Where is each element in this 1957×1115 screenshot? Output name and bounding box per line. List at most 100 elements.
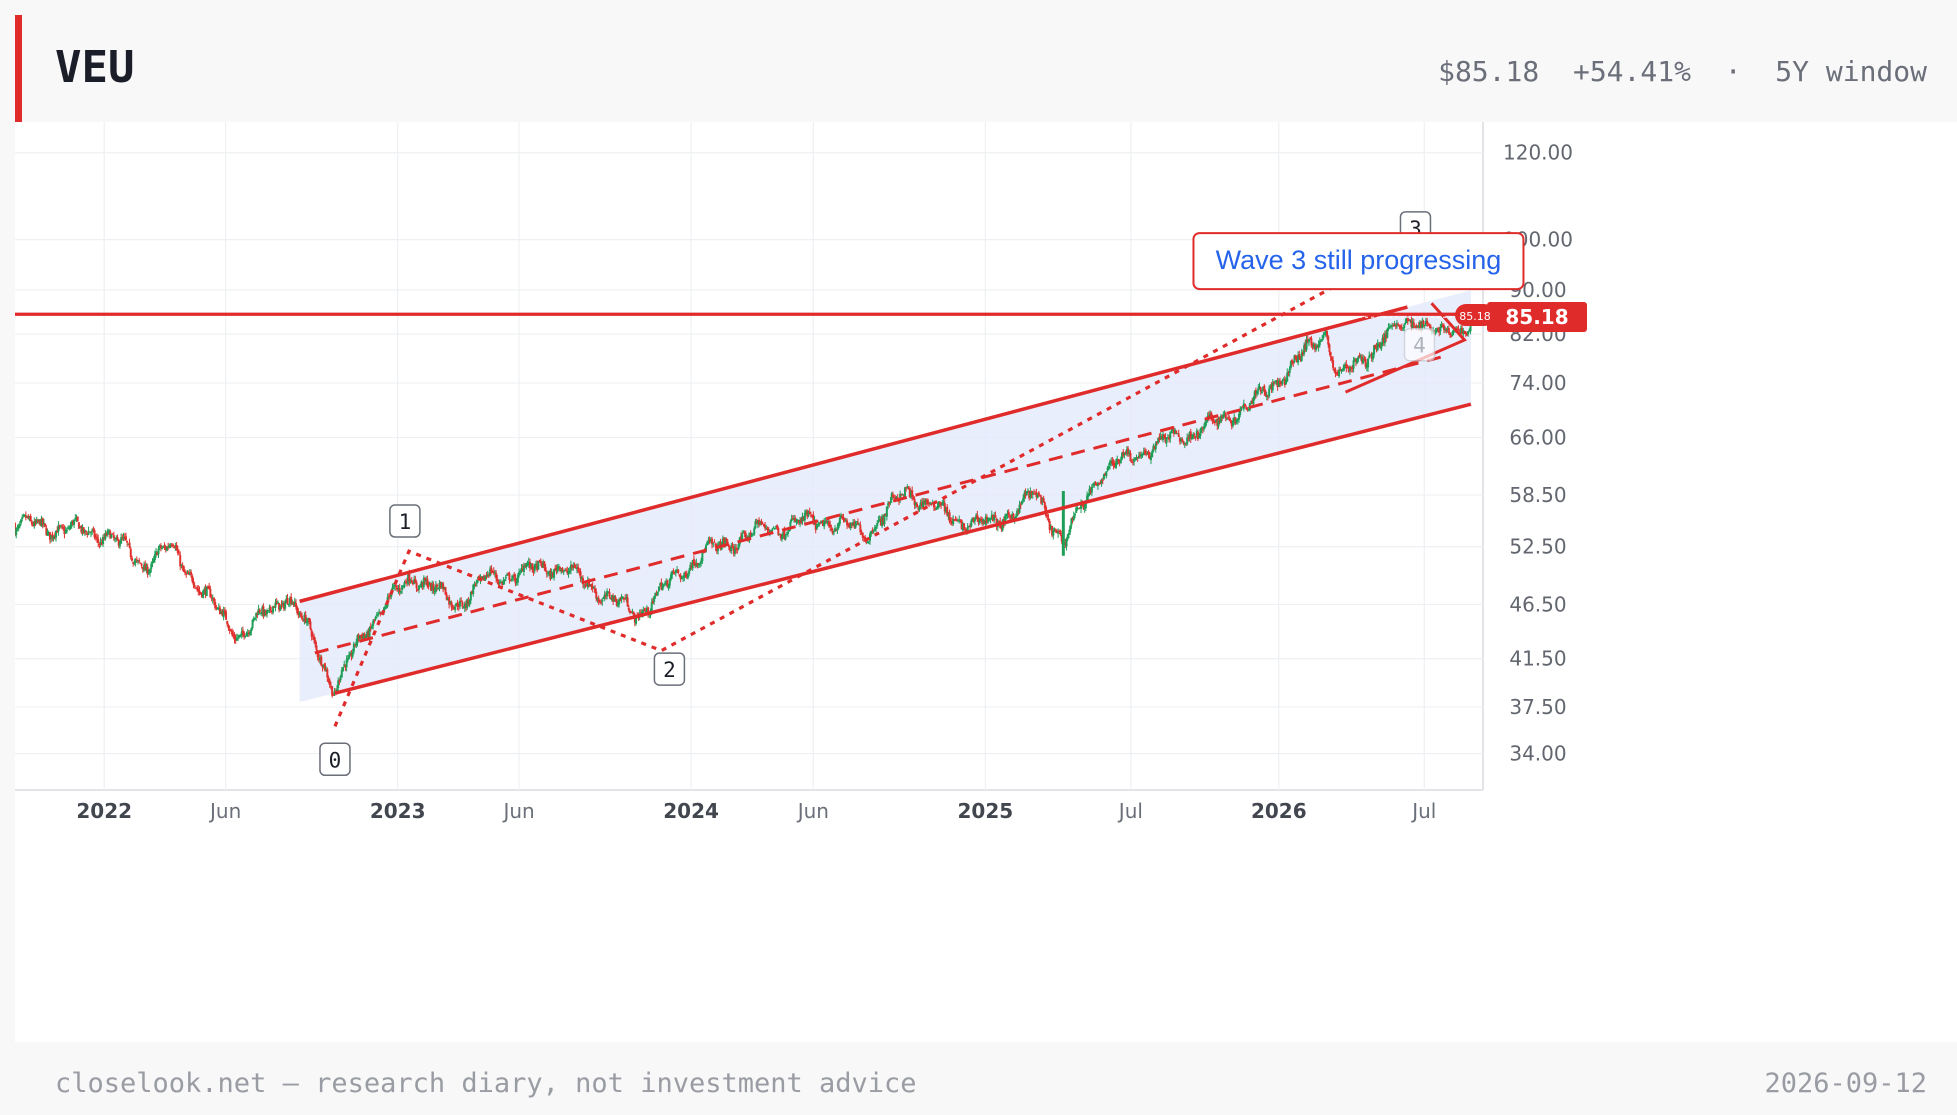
candle-body [706,542,709,545]
candle-body [609,597,612,600]
candle-body [1017,511,1020,513]
candle-body [696,562,699,566]
candle-body [987,518,990,523]
candle-body [952,519,955,525]
candle-body [135,559,138,561]
candle-body [957,519,960,521]
candle-body [935,508,938,510]
candle-body [1391,325,1394,327]
candle-body [1271,382,1274,391]
candle-body [899,493,902,501]
wave-path [333,267,1368,728]
candle-body [977,517,980,523]
candle-body [188,573,191,575]
candle-body [1231,420,1234,426]
candle-body [797,519,800,523]
candle-body [966,526,969,533]
candle-body [270,610,273,613]
candle-body [99,541,102,544]
candle-body [782,531,785,537]
candle-body [273,606,276,608]
candle-body [1345,363,1348,369]
candle-body [560,569,563,571]
candle-body [1151,451,1154,457]
candle-body [1102,474,1105,480]
candle-body [772,527,775,529]
candle-body [222,610,225,618]
candle-body [358,635,361,640]
chart-area[interactable]: 120.00 100.00 90.00 82.00 74.00 66.00 58.50 52.… [15,122,1957,1042]
candle-body [1201,427,1204,430]
candle-body [861,533,864,538]
candle-body [1147,451,1150,455]
candle-body [171,544,174,547]
candle-body [953,519,956,521]
candle-body [383,607,386,613]
candle-body [1264,390,1267,396]
candle-body [1436,327,1439,329]
candle-body [583,585,586,587]
candle-body [426,579,429,587]
candle-body [941,503,944,506]
candle-body [1025,491,1028,496]
candle-body [1080,502,1083,509]
candle-body [550,572,553,579]
candle-body [1406,316,1409,322]
candle-body [1259,387,1262,392]
candle-body [534,564,537,566]
price-chart[interactable]: 120.00100.0090.0082.0074.0066.0058.5052.… [15,122,1957,1042]
candle-body [566,570,569,574]
candle-body [451,607,454,609]
candle-body [656,591,659,596]
candle-body [1159,436,1162,440]
candle-body [725,538,728,542]
candle-body [1203,426,1206,429]
candle-body [1004,516,1007,525]
candle-body [1163,435,1166,438]
candle-body [178,553,181,555]
candle-body [1136,456,1139,458]
candle-body [1152,445,1155,452]
candle-body [299,613,302,617]
candle-body [209,588,212,598]
candle-body [1294,355,1297,360]
candle-body [87,530,90,535]
candle-body [45,527,48,535]
candle-body [452,606,455,609]
candle-body [1465,332,1468,336]
candle-body [370,626,373,629]
candle-body [496,578,499,581]
candle-body [1139,454,1142,457]
candle-body [225,611,228,620]
candle-body [1198,435,1201,438]
candle-body [421,582,424,586]
candle-body [938,502,941,504]
x-tick-label: 2023 [370,799,426,823]
candle-body [661,585,664,591]
candle-body [789,521,792,529]
candle-body [122,536,125,539]
candle-body [1402,327,1405,329]
candle-body [803,512,806,521]
candle-body [274,602,277,608]
candle-body [1295,358,1298,363]
candle-body [948,512,951,522]
candle-body [682,577,685,579]
candle-body [1276,380,1279,388]
candle-body [256,613,259,616]
candle-body [419,586,422,588]
candle-body [1022,498,1025,502]
candle-body [192,581,195,585]
candle-body [1379,343,1382,348]
candle-body [1112,462,1115,466]
candle-body [440,582,443,589]
candle-body [819,522,822,524]
candle-body [641,611,644,614]
candle-body [629,611,632,613]
candle-body [749,533,752,537]
candle-body [461,601,464,607]
candle-body [1175,431,1178,434]
candle-body [878,519,881,521]
candle-body [219,607,222,615]
x-tick-label: Jul [1410,799,1436,823]
